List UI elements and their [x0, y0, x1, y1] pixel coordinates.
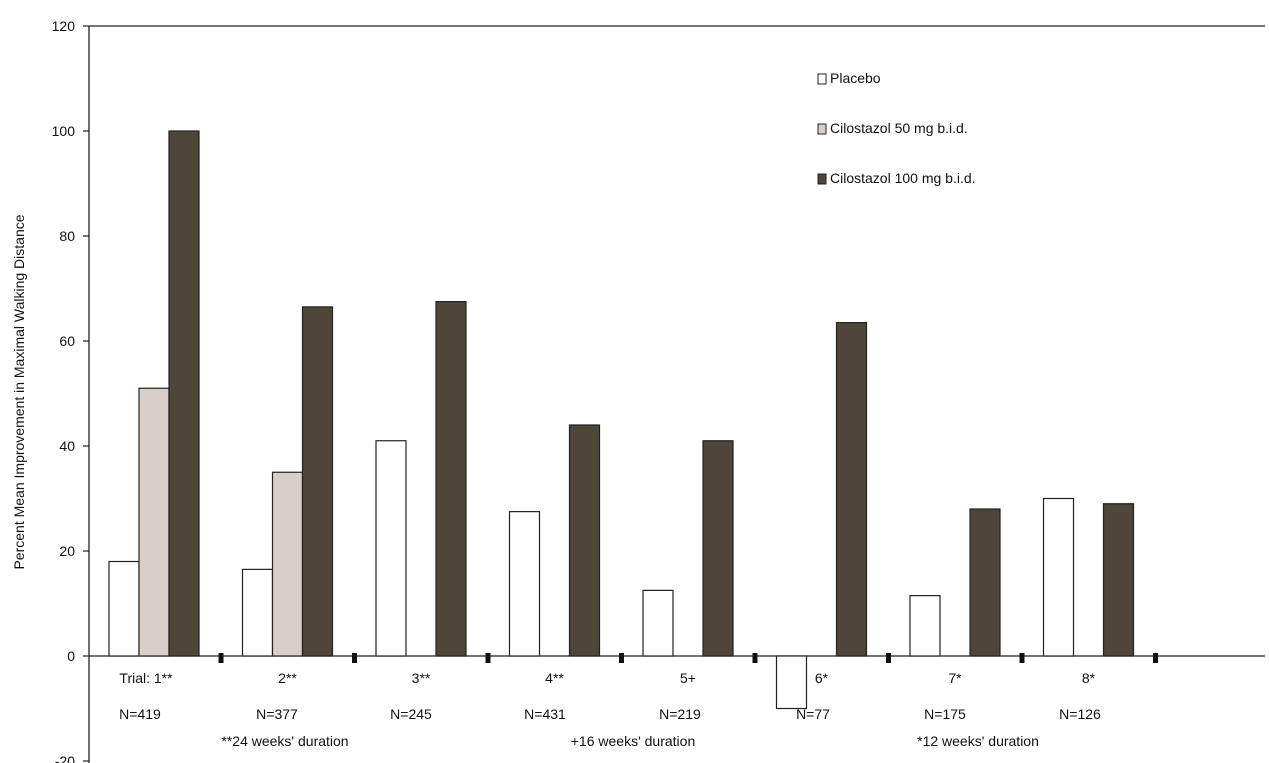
y-tick-label: 40 [59, 438, 75, 454]
y-tick-label: 0 [67, 648, 75, 664]
bar-cilostazol-100 [168, 130, 200, 657]
bar-placebo [775, 655, 808, 710]
bar-placebo [1042, 497, 1075, 657]
x-category-tick [1153, 653, 1158, 663]
n-label: N=126 [1059, 706, 1101, 722]
x-category-tick [886, 653, 891, 663]
duration-note: *12 weeks' duration [917, 733, 1039, 749]
bar-cilostazol-100 [969, 508, 1001, 657]
y-tick-label: -20 [55, 753, 75, 763]
bar-cilostazol-100 [835, 322, 868, 657]
bar-cilostazol-100 [435, 301, 467, 657]
n-label: N=219 [659, 706, 701, 722]
bar-placebo [241, 568, 274, 657]
bar-cilostazol-50 [138, 387, 170, 657]
x-category-tick [752, 653, 758, 663]
x-category-tick [619, 653, 624, 663]
bar-placebo [108, 560, 140, 657]
y-tick-label: 120 [52, 18, 76, 34]
legend-swatch [817, 123, 827, 135]
y-tick-label: 100 [52, 123, 76, 139]
duration-note: +16 weeks' duration [571, 733, 695, 749]
category-label: 6* [815, 670, 829, 686]
category-label: 7* [948, 670, 962, 686]
bar-placebo [375, 440, 407, 657]
category-label: 4** [545, 670, 564, 686]
bar-cilostazol-50 [271, 471, 304, 657]
legend-label: Placebo [830, 70, 881, 86]
n-label: N=77 [796, 706, 830, 722]
category-label: 2** [278, 670, 297, 686]
bar-cilostazol-100 [568, 424, 601, 657]
bars [108, 130, 1135, 710]
bar-cilostazol-100 [301, 306, 334, 657]
x-category-tick [1019, 653, 1025, 663]
y-tick-label: 80 [59, 228, 75, 244]
duration-note: **24 weeks' duration [221, 733, 348, 749]
n-label: N=245 [390, 706, 432, 722]
y-axis-label: Percent Mean Improvement in Maximal Walk… [11, 214, 27, 569]
category-label: 8* [1082, 670, 1096, 686]
legend: Placebo Cilostazol 50 mg b.i.d. Cilostazol… [817, 70, 976, 186]
n-label: N=419 [119, 706, 161, 722]
category-label: 3** [412, 670, 431, 686]
bar-cilostazol-100 [1102, 503, 1135, 657]
n-label: N=431 [524, 706, 566, 722]
x-category-tick [352, 653, 357, 663]
bar-cilostazol-100 [702, 440, 734, 657]
n-label: N=377 [256, 706, 298, 722]
category-label: Trial: 1** [119, 670, 173, 686]
bar-placebo [909, 595, 941, 657]
bar-placebo [642, 589, 674, 657]
legend-swatch [817, 73, 827, 85]
bar-placebo [508, 511, 541, 657]
legend-label: Cilostazol 100 mg b.i.d. [830, 170, 976, 186]
x-category-tick [485, 653, 491, 663]
x-category-tick [218, 653, 224, 663]
n-label: N=175 [924, 706, 966, 722]
legend-label: Cilostazol 50 mg b.i.d. [830, 120, 968, 136]
legend-swatch [817, 173, 827, 185]
y-tick-label: 60 [59, 333, 75, 349]
category-label: 5+ [680, 670, 696, 686]
y-tick-label: 20 [59, 543, 75, 559]
labels: Trial: 1** 2** 3** 4** 5+ 6* 7* 8* N=419 N=377 N=2… [119, 670, 1101, 749]
